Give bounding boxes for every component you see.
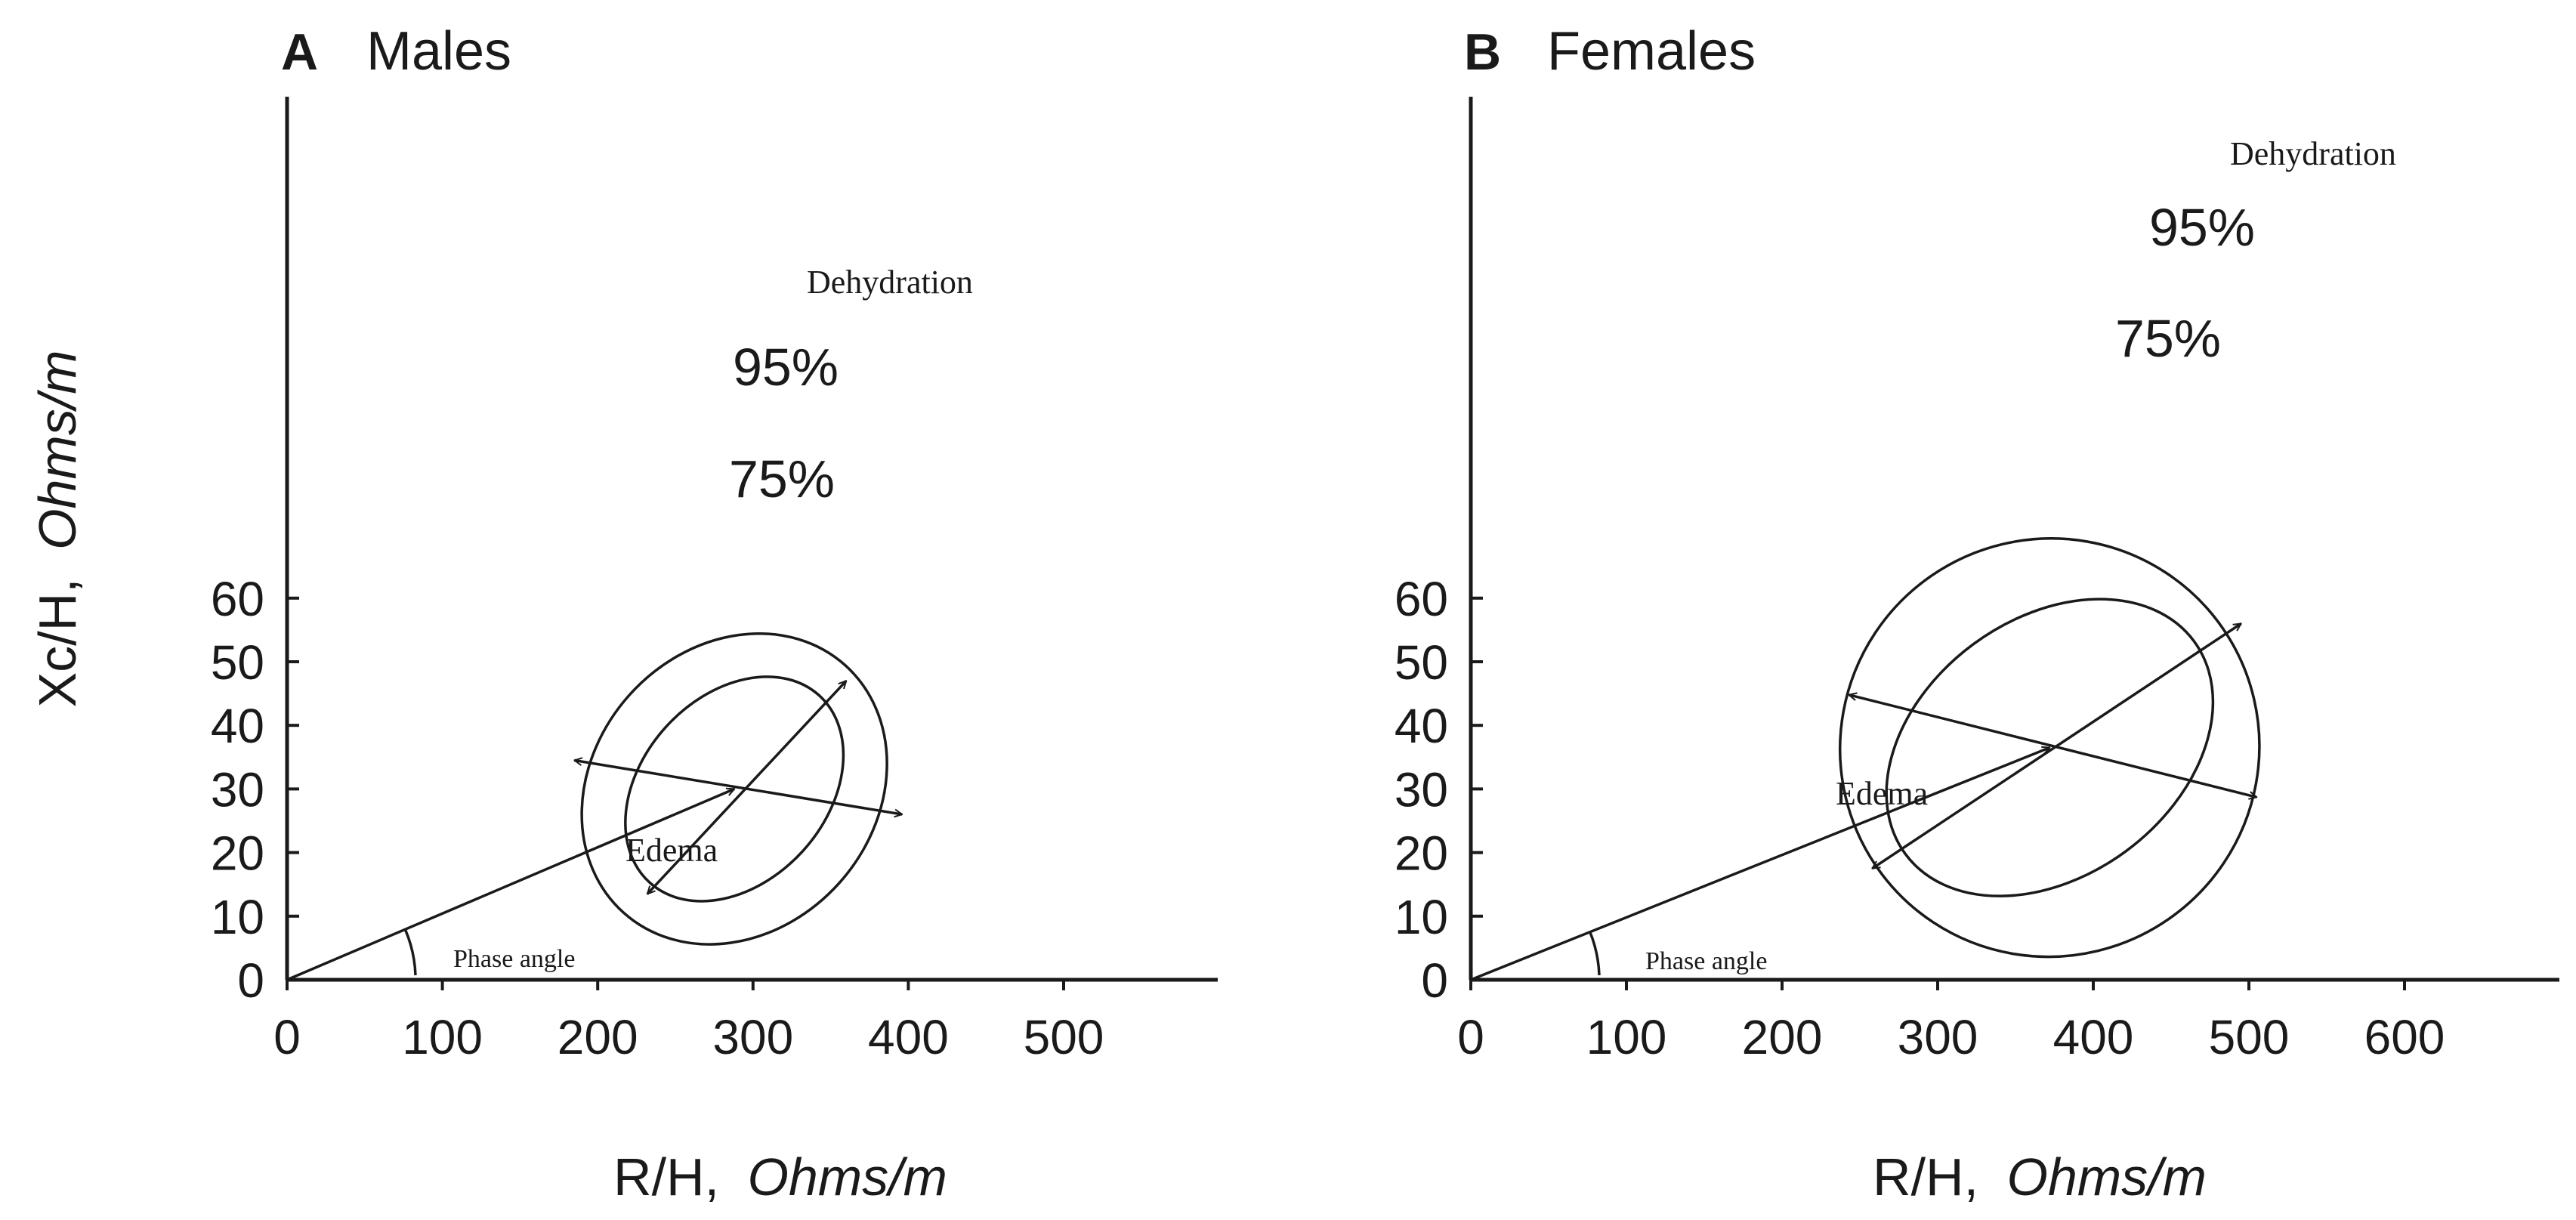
panel-a-letter: A <box>281 23 318 81</box>
panel-b-y-tick-label: 40 <box>1395 699 1448 753</box>
panel-a-x-axis-unit: Ohms/m <box>748 1147 947 1206</box>
panel-b-x-axis-unit: Ohms/m <box>2007 1147 2207 1206</box>
panel-a-phase-angle-arc <box>403 928 417 976</box>
panel-b-x-tick-label: 400 <box>2053 1010 2134 1064</box>
panel-a-y-tick-label: 30 <box>211 762 264 817</box>
panel-a-label-75: 75% <box>729 449 835 508</box>
panel-b-y-ticks: 0 10 20 30 40 50 60 <box>1395 572 1483 1008</box>
panel-a-males: A Males Xc/H, Ohms/m 0 10 20 30 40 50 60 0 100 2… <box>28 21 1218 1206</box>
panel-b-label-75: 75% <box>2115 309 2221 368</box>
panel-b-x-axis-title: R/H, Ohms/m <box>1873 1147 2207 1206</box>
panel-b-x-tick-label: 200 <box>1742 1010 1823 1064</box>
y-axis-label: Xc/H, <box>28 578 87 707</box>
panel-a-phase-angle-label: Phase angle <box>453 945 575 973</box>
panel-b-minor-axis-arrow <box>1872 622 2241 870</box>
panel-a-title: Males <box>366 21 511 82</box>
panel-a-x-tick-label: 0 <box>273 1010 301 1064</box>
panel-a-y-tick-label: 50 <box>211 635 264 690</box>
panel-a-x-axis-title: R/H, Ohms/m <box>613 1147 947 1206</box>
panel-b-x-tick-label: 600 <box>2364 1010 2445 1064</box>
panel-b-title: Females <box>1547 21 1756 82</box>
panel-a-x-ticks: 0 100 200 300 400 500 <box>273 980 1104 1064</box>
panel-a-x-axis-label: R/H, <box>613 1147 719 1206</box>
panel-a-major-axis-arrow <box>574 761 902 815</box>
panel-b-x-tick-label: 300 <box>1898 1010 1978 1064</box>
y-axis-title: Xc/H, Ohms/m <box>28 350 87 707</box>
panel-a-dehydration-label: Dehydration <box>807 264 973 301</box>
panel-b-x-tick-label: 500 <box>2209 1010 2290 1064</box>
panel-b-x-tick-label: 0 <box>1457 1010 1484 1064</box>
panel-b-y-tick-label: 60 <box>1395 572 1448 626</box>
panel-b-y-tick-label: 10 <box>1395 890 1448 944</box>
panel-b-y-tick-label: 30 <box>1395 762 1448 817</box>
panel-b-dehydration-label: Dehydration <box>2230 135 2396 172</box>
panel-b-phase-angle-label: Phase angle <box>1645 947 1767 975</box>
panel-a-y-ticks: 0 10 20 30 40 50 60 <box>211 572 299 1008</box>
panel-b-phase-angle-arc <box>1589 931 1601 976</box>
panel-b-x-axis-label: R/H, <box>1873 1147 1978 1206</box>
panel-b-mean-vector-arrow <box>1470 748 2049 981</box>
panel-b-y-tick-label: 20 <box>1395 826 1448 881</box>
y-axis-unit: Ohms/m <box>28 350 87 549</box>
panel-b-y-tick-label: 0 <box>1421 953 1448 1008</box>
panel-a-x-tick-label: 100 <box>402 1010 483 1064</box>
panel-a-x-tick-label: 200 <box>558 1010 638 1064</box>
panel-a-minor-axis-arrow <box>647 681 846 894</box>
panel-b-letter: B <box>1464 23 1501 81</box>
panel-b-x-tick-label: 100 <box>1586 1010 1667 1064</box>
panel-b-females: B Females 0 10 20 30 40 50 60 0 100 200 300 400 500… <box>1395 21 2559 1206</box>
panel-b-x-ticks: 0 100 200 300 400 500 600 <box>1457 980 2445 1064</box>
panel-a-x-tick-label: 500 <box>1024 1010 1104 1064</box>
panel-a-x-tick-label: 300 <box>712 1010 793 1064</box>
panel-a-y-tick-label: 0 <box>237 953 264 1008</box>
panel-a-y-tick-label: 60 <box>211 572 264 626</box>
panel-b-label-95: 95% <box>2149 198 2255 257</box>
panel-a-y-tick-label: 40 <box>211 699 264 753</box>
panel-a-y-tick-label: 20 <box>211 826 264 881</box>
panel-b-edema-label: Edema <box>1836 775 1928 812</box>
panel-a-y-tick-label: 10 <box>211 890 264 944</box>
panel-a-x-tick-label: 400 <box>868 1010 949 1064</box>
panel-a-label-95: 95% <box>733 338 839 397</box>
panel-b-y-tick-label: 50 <box>1395 635 1448 690</box>
panel-a-edema-label: Edema <box>625 832 718 869</box>
